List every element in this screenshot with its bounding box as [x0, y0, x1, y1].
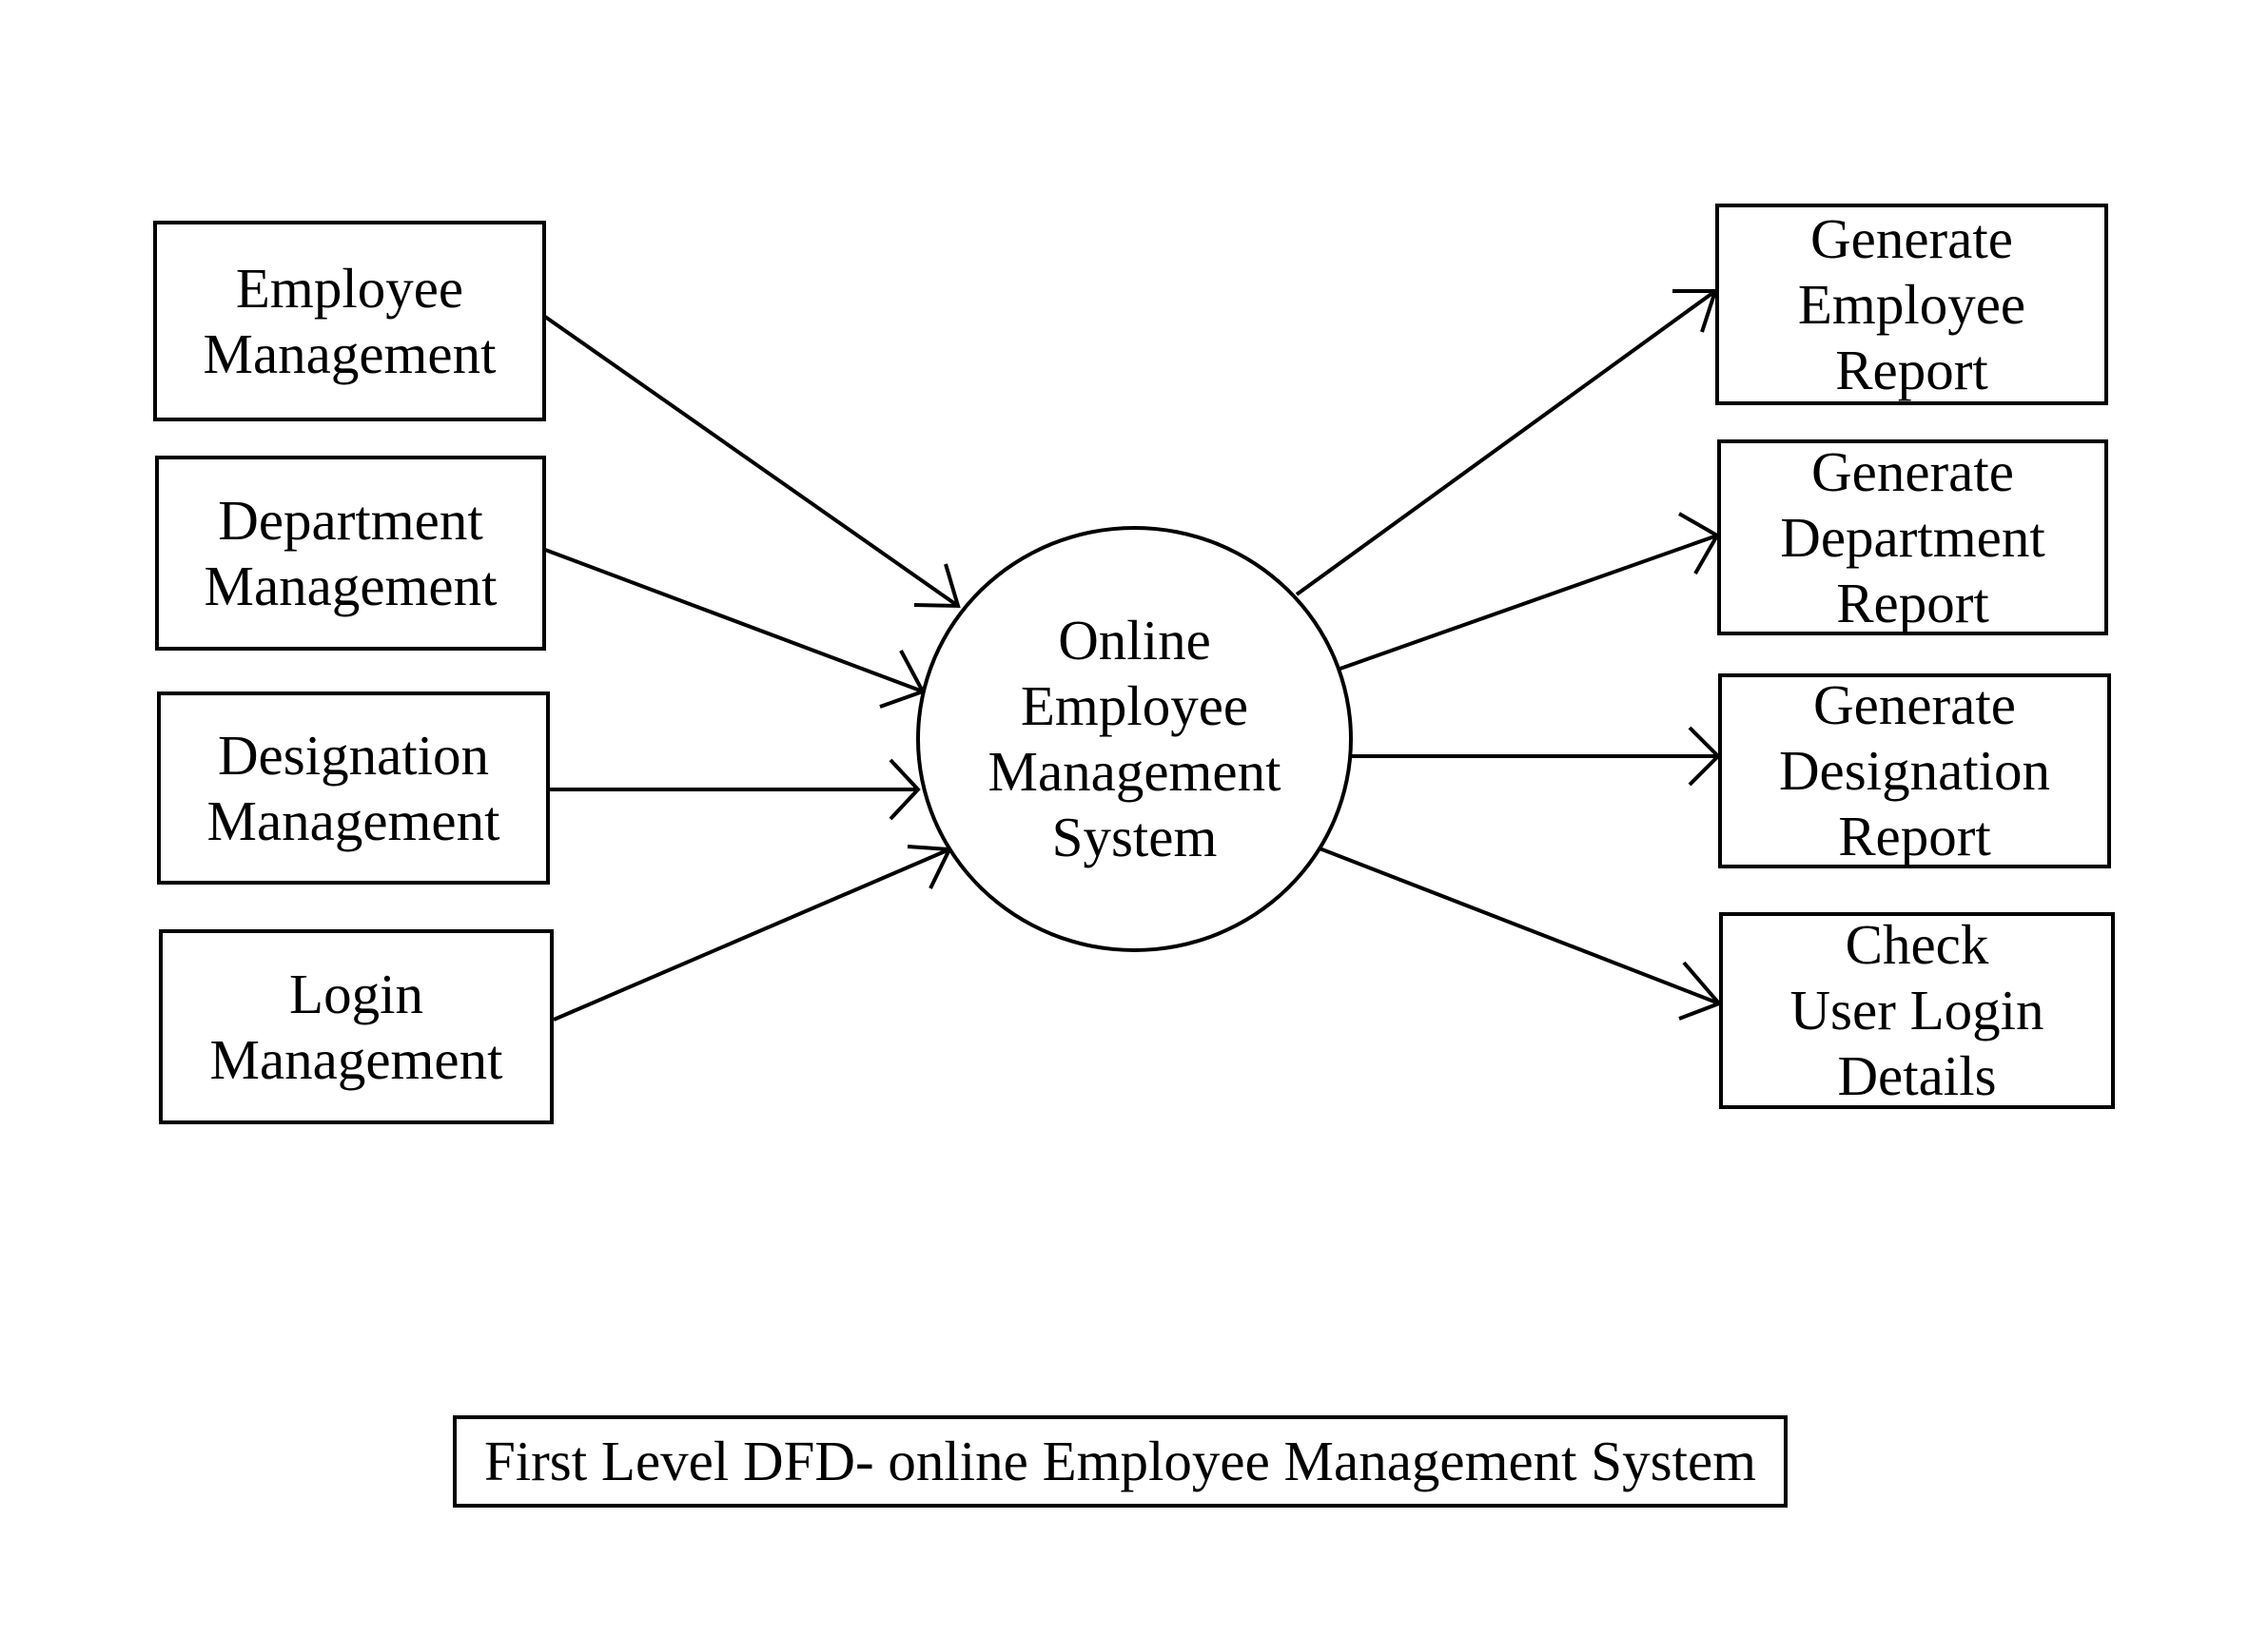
entity-label-line: User Login — [1789, 979, 2044, 1042]
entity-label-line: Department — [218, 488, 483, 552]
entity-label-line: Login — [289, 962, 423, 1025]
entity-generate-department-report: Generate Department Report — [1717, 439, 2108, 635]
entity-login-management: Login Management — [159, 929, 554, 1124]
entity-label-line: Generate — [1810, 206, 2013, 270]
entity-label-line: Report — [1838, 805, 1991, 867]
entity-label-line: Report — [1835, 338, 1988, 401]
flow-arrow-login-management — [553, 845, 953, 1022]
entity-label-line: Generate — [1811, 439, 2014, 503]
flow-arrow-check-user-login-details — [1319, 847, 1723, 1021]
flow-arrow-generate-department-report — [1334, 512, 1720, 672]
entity-label-line: Employee — [1797, 272, 2026, 336]
entity-generate-designation-report: Generate Designation Report — [1718, 673, 2111, 868]
entity-label-line: Report — [1836, 571, 1989, 634]
entity-designation-management: Designation Management — [157, 691, 550, 885]
process-label-line: Employee — [1020, 674, 1249, 737]
entity-check-user-login-details: Check User Login Details — [1719, 912, 2115, 1109]
flow-arrow-generate-employee-report — [1295, 289, 1718, 596]
entity-label-line: Employee — [235, 256, 464, 320]
entity-department-management: Department Management — [155, 456, 546, 651]
flow-arrow-employee-management — [543, 315, 961, 609]
entity-label-line: Management — [209, 1027, 503, 1091]
flow-arrow-department-management — [544, 548, 926, 709]
flow-arrow-designation-management — [549, 758, 921, 821]
process-online-employee-management-system: Online Employee Management System — [916, 526, 1353, 952]
entity-employee-management: Employee Management — [153, 221, 546, 421]
entity-label-line: Management — [203, 321, 497, 385]
diagram-caption: First Level DFD- online Employee Managem… — [453, 1415, 1788, 1508]
process-label-line: Online — [1058, 609, 1211, 672]
flow-arrow-generate-designation-report — [1349, 726, 1721, 787]
entity-generate-employee-report: Generate Employee Report — [1715, 204, 2108, 405]
process-label-line: Management — [987, 740, 1281, 803]
entity-label-line: Generate — [1813, 673, 2016, 736]
entity-label-line: Management — [206, 789, 500, 852]
entity-label-line: Management — [204, 554, 498, 617]
entity-label-line: Designation — [1778, 739, 2051, 802]
entity-label-line: Department — [1780, 505, 2045, 569]
entity-label-line: Check — [1845, 913, 1989, 976]
entity-label-line: Details — [1837, 1044, 1997, 1107]
entity-label-line: Designation — [217, 723, 490, 787]
caption-text: First Level DFD- online Employee Managem… — [483, 1430, 1757, 1492]
process-label-line: System — [1051, 806, 1218, 868]
